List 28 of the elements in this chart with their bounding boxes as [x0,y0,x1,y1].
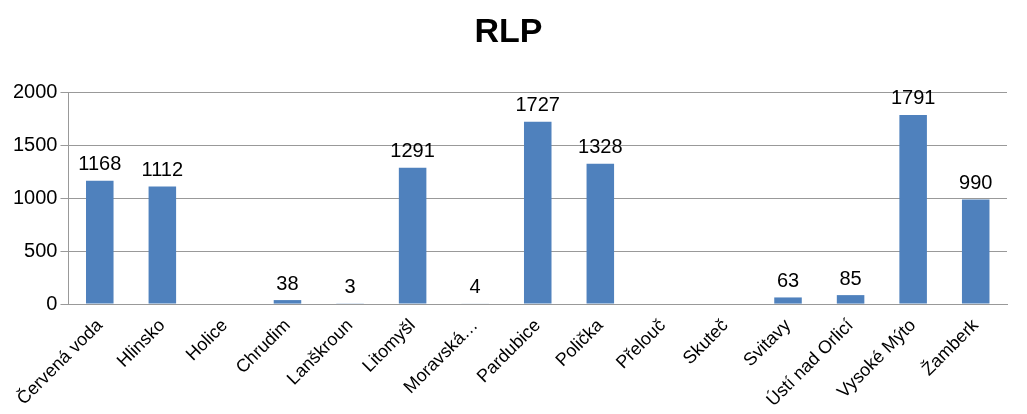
data-label: 85 [839,266,862,289]
bar [523,121,552,304]
data-label: 4 [469,275,481,298]
data-label: 63 [776,268,800,291]
chart-title: RLP [474,10,543,49]
bar [398,167,427,304]
data-label: 1112 [141,158,184,181]
bar [899,114,927,304]
y-tick-label: 1500 [12,133,58,156]
data-label: 1791 [890,86,936,109]
y-tick-label: 0 [46,291,58,314]
bar [836,295,865,304]
data-label: 1291 [390,139,435,162]
bar [586,163,615,304]
bar [148,186,177,304]
bar [774,297,802,304]
y-tick-label: 500 [24,238,58,261]
bar [86,180,114,304]
data-label: 3 [344,275,356,298]
data-label: 38 [276,271,299,294]
data-label: 1727 [515,93,560,116]
data-label: 1168 [78,152,122,175]
bar [961,199,990,304]
y-tick-label: 2000 [12,80,58,103]
y-tick-label: 1000 [12,185,58,208]
data-label: 990 [959,171,993,194]
data-label: 1328 [578,135,623,158]
bar [273,300,302,304]
